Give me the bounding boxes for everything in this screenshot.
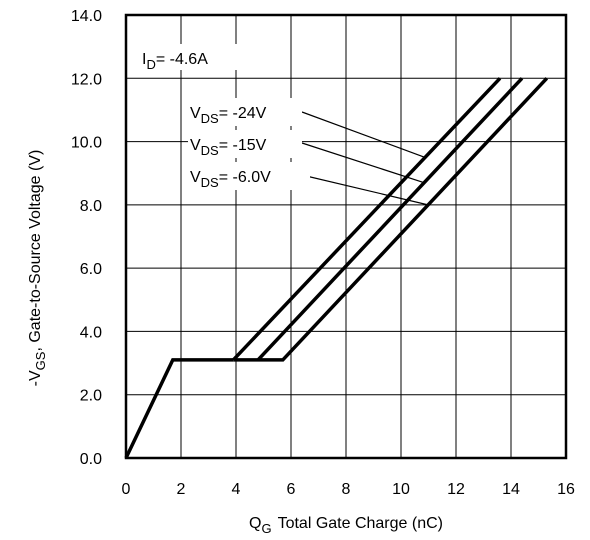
y-tick-label: 6.0: [80, 261, 102, 278]
x-tick-label: 4: [232, 481, 241, 498]
series-label-2: VDS= -6.0V: [190, 169, 271, 190]
y-axis-text: , Gate-to-Source Voltage (V): [27, 150, 44, 352]
condition-symbol: I: [142, 51, 146, 68]
series-leader-1: [301, 142, 425, 184]
label-leader-lines: [301, 111, 429, 206]
label-plate: [188, 98, 302, 126]
series-line-1: [256, 77, 524, 362]
x-axis-symbol: Q: [249, 515, 261, 532]
condition-value: = -4.6A: [156, 51, 208, 68]
series-label-2-subscript: DS: [201, 175, 219, 190]
x-tick-label: 2: [177, 481, 186, 498]
grid-lines: [126, 15, 566, 458]
y-tick-label: 12.0: [71, 71, 102, 88]
x-axis-title: QG Total Gate Charge (nC): [249, 515, 443, 536]
series-lines: [124, 77, 549, 459]
x-axis-subscript: G: [261, 521, 271, 536]
y-axis-prefix: -V: [27, 370, 44, 386]
x-tick-label: 12: [447, 481, 465, 498]
condition-label: ID= -4.6A: [142, 51, 208, 72]
shared-plateau-line: [124, 358, 234, 459]
series-label-1-value: = -15V: [219, 137, 267, 154]
series-leader-2: [301, 174, 429, 206]
y-tick-label: 14.0: [71, 8, 102, 25]
series-leader-0: [301, 111, 426, 158]
condition-subscript: D: [146, 57, 155, 72]
y-axis-subscript: GS: [33, 351, 48, 370]
x-tick-label: 8: [342, 481, 351, 498]
series-label-0: VDS= -24V: [190, 105, 267, 126]
series-label-0-value: = -24V: [219, 105, 267, 122]
x-tick-label: 16: [557, 481, 575, 498]
y-axis-title: -VGS, Gate-to-Source Voltage (V): [27, 150, 48, 387]
x-tick-label: 6: [287, 481, 296, 498]
label-plate: [140, 44, 240, 70]
y-tick-label: 2.0: [80, 388, 102, 405]
axis-ticks: 0 2 4 6 8 10 12 14 16 0.0 2.0 4.0 6.0 8.0 10.0 12.0 14.0: [71, 8, 575, 498]
y-tick-label: 8.0: [80, 198, 102, 215]
label-plate: [188, 130, 302, 158]
series-label-2-value: = -6.0V: [219, 169, 271, 186]
x-tick-label: 0: [122, 481, 131, 498]
x-tick-label: 14: [502, 481, 520, 498]
series-label-1: VDS= -15V: [190, 137, 267, 158]
x-tick-label: 10: [392, 481, 410, 498]
series-label-1-symbol: V: [190, 137, 201, 154]
series-line-0: [232, 77, 502, 362]
series-label-0-subscript: DS: [201, 111, 219, 126]
series-label-1-subscript: DS: [201, 143, 219, 158]
series-label-0-symbol: V: [190, 105, 201, 122]
series-label-2-symbol: V: [190, 169, 201, 186]
x-axis-text: Total Gate Charge (nC): [278, 515, 443, 532]
series-line-2: [233, 77, 549, 362]
y-tick-label: 0.0: [80, 451, 102, 468]
label-plate: [188, 162, 310, 190]
y-tick-label: 10.0: [71, 135, 102, 152]
y-tick-label: 4.0: [80, 324, 102, 341]
plot-frame: [124, 13, 568, 460]
